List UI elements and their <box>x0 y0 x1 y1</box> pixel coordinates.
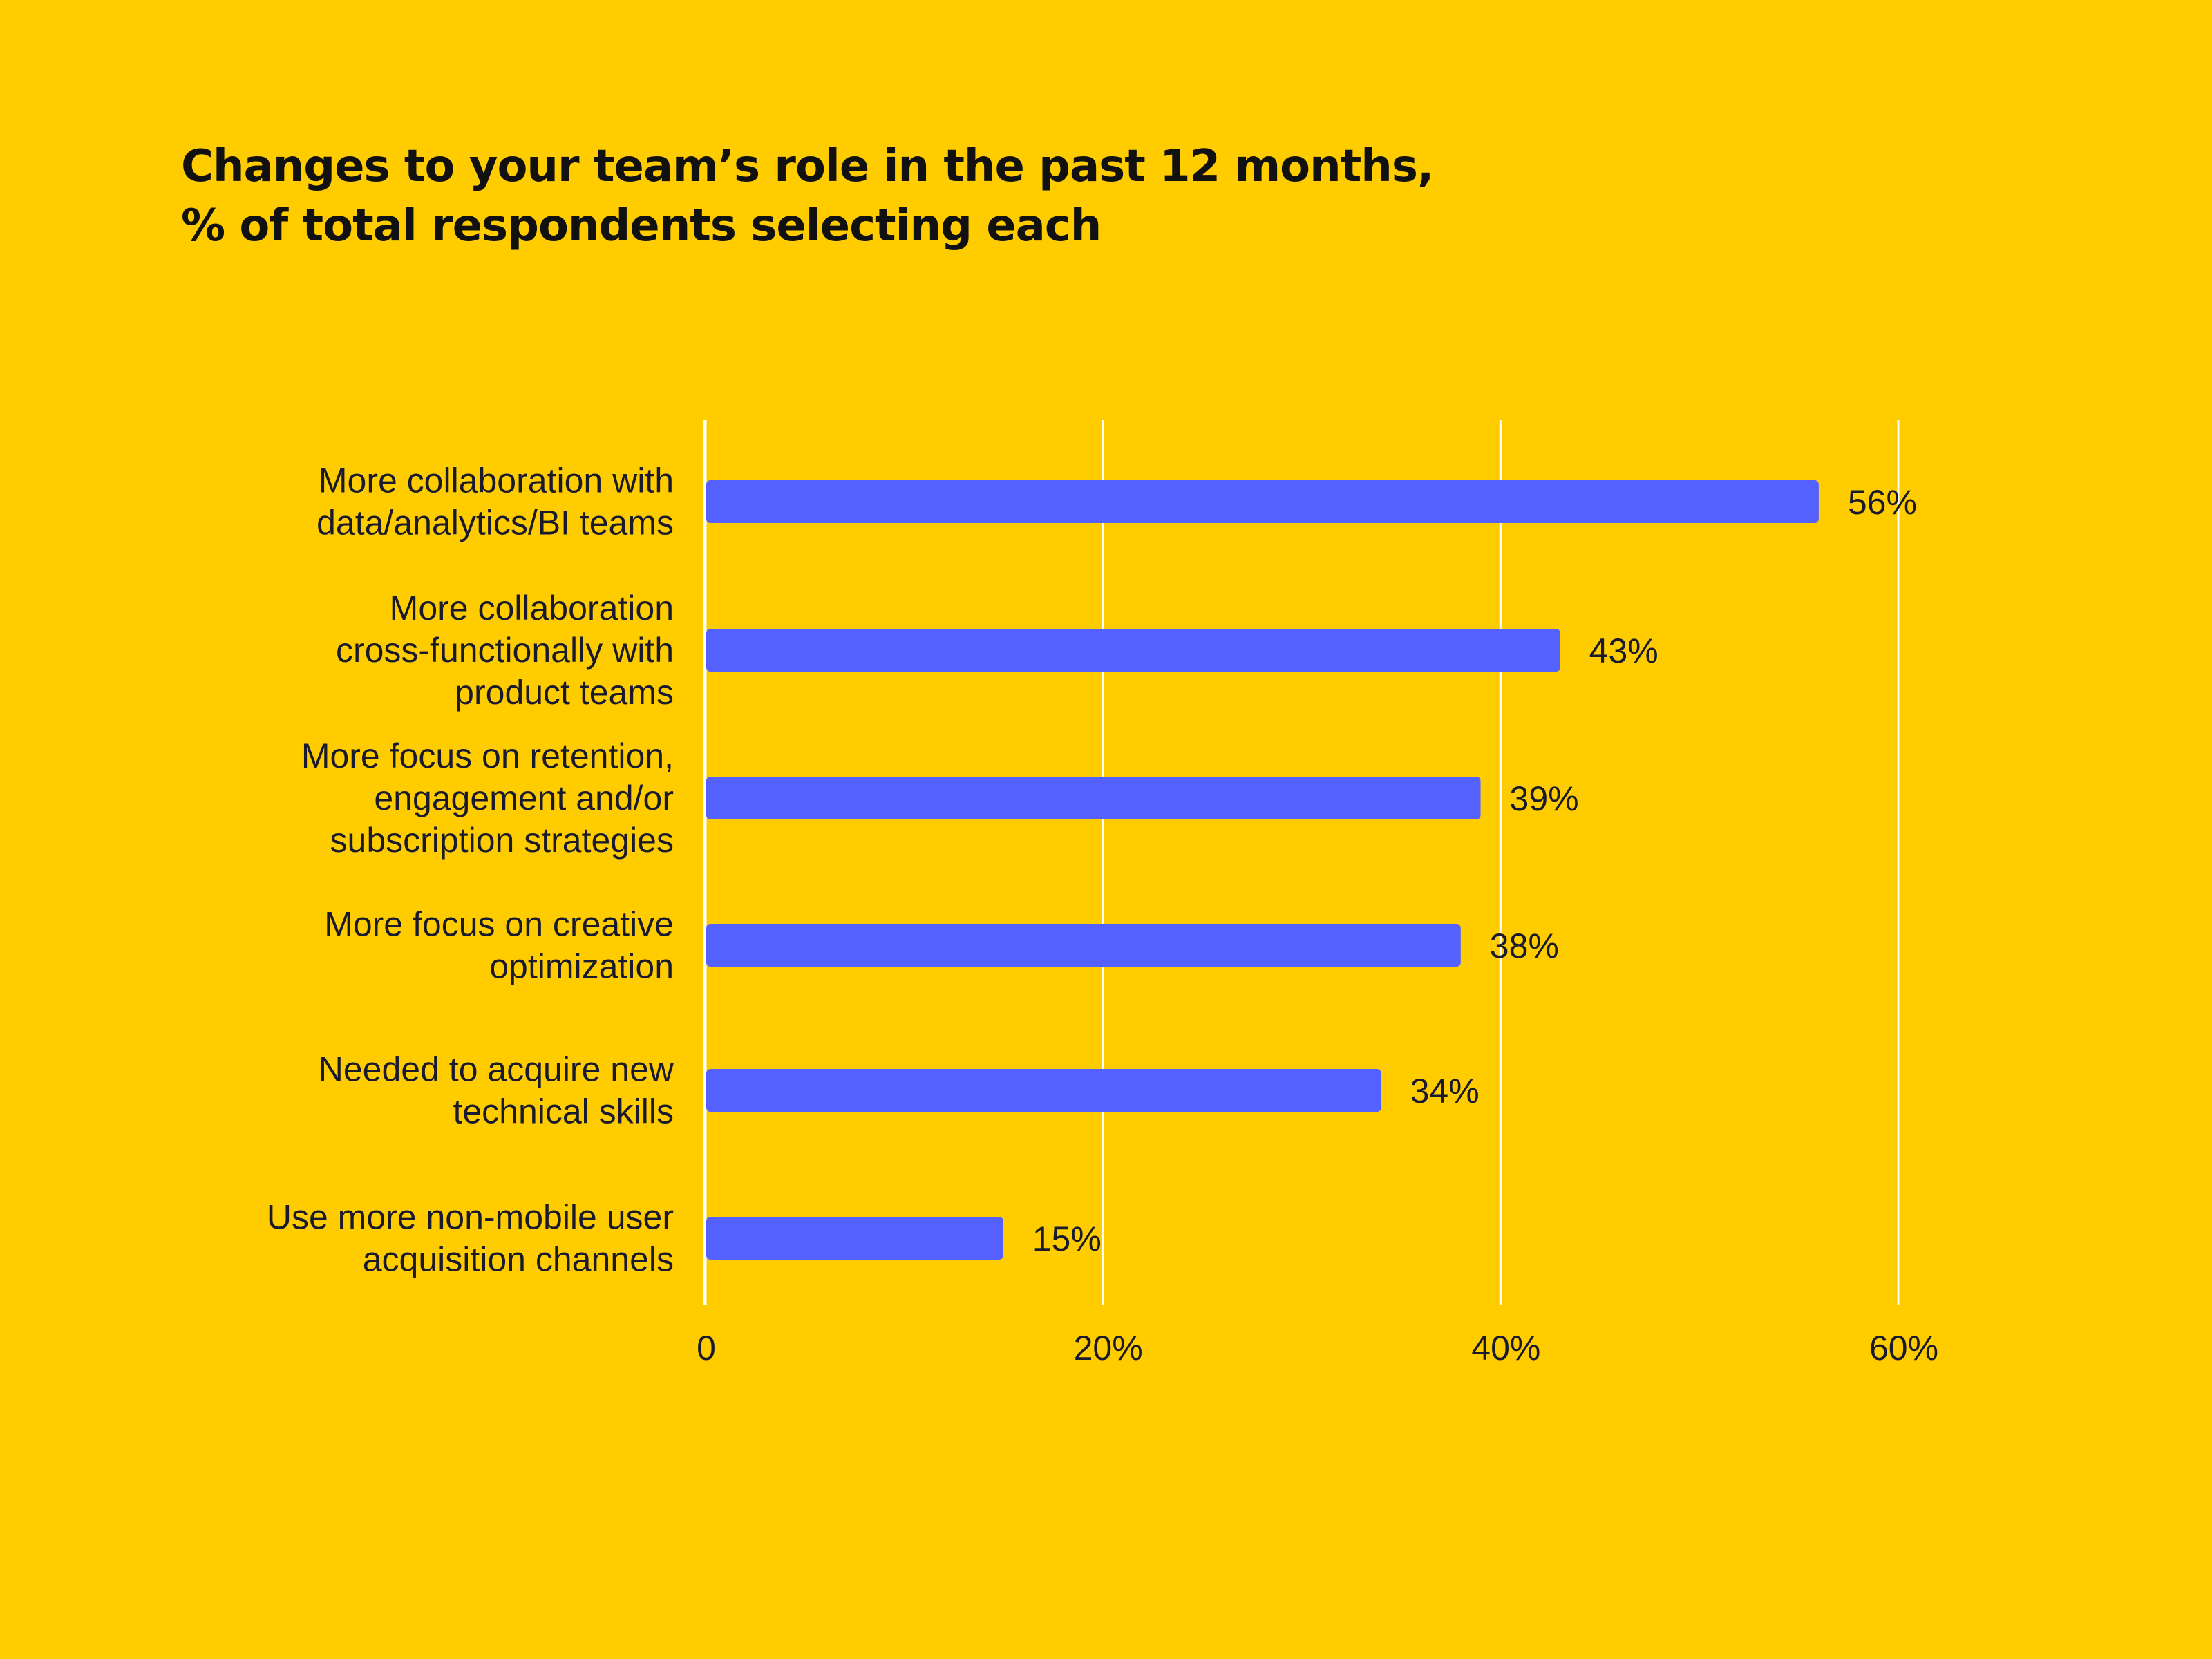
chart-title-line-1: Changes to your team’s role in the past … <box>181 141 1434 192</box>
category-label-4-line-0: Needed to acquire new <box>319 1050 674 1089</box>
x-tick-label-0: 0 <box>697 1329 716 1367</box>
category-label-4-line-1: technical skills <box>453 1092 674 1131</box>
value-label-0: 56% <box>1848 483 1917 522</box>
category-label-1-line-1: cross-functionally with <box>336 631 674 670</box>
value-label-5: 15% <box>1032 1220 1102 1258</box>
category-label-1: More collaboration cross-functionally wit… <box>336 589 674 712</box>
category-label-0-line-1: data/analytics/BI teams <box>316 504 674 542</box>
category-label-3-line-1: optimization <box>489 947 674 986</box>
category-label-5: Use more non-mobile user acquisition chan… <box>267 1198 674 1279</box>
category-label-1-line-0: More collaboration <box>390 589 674 627</box>
category-label-3: More focus on creative optimization <box>324 905 674 986</box>
category-label-0-line-0: More collaboration with <box>319 462 674 500</box>
bar-1 <box>706 629 1560 672</box>
value-label-1: 43% <box>1589 632 1658 670</box>
value-label-2: 39% <box>1510 779 1579 818</box>
category-label-4: Needed to acquire new technical skills <box>319 1050 674 1131</box>
category-label-2: More focus on retention, engagement and/o… <box>301 737 674 860</box>
category-label-5-line-0: Use more non-mobile user <box>267 1198 674 1237</box>
bar-3 <box>706 924 1461 967</box>
x-tick-label-3: 60% <box>1869 1329 1938 1367</box>
value-label-3: 38% <box>1490 927 1559 965</box>
bar-2 <box>706 777 1481 819</box>
bar-5 <box>706 1217 1003 1260</box>
bar-4 <box>706 1069 1381 1112</box>
value-label-4: 34% <box>1410 1072 1480 1110</box>
category-label-0: More collaboration with data/analytics/BI… <box>316 462 674 542</box>
chart-title-line-2: % of total respondents selecting each <box>181 200 1102 252</box>
category-label-5-line-1: acquisition channels <box>363 1240 674 1279</box>
x-tick-label-1: 20% <box>1074 1329 1143 1367</box>
category-label-1-line-2: product teams <box>455 673 674 712</box>
category-label-2-line-2: subscription strategies <box>330 821 674 860</box>
x-tick-label-2: 40% <box>1471 1329 1540 1367</box>
category-label-2-line-1: engagement and/or <box>374 779 674 817</box>
bar-0 <box>706 480 1819 523</box>
category-label-3-line-0: More focus on creative <box>324 905 674 944</box>
category-label-2-line-0: More focus on retention, <box>301 737 674 775</box>
chart-title: Changes to your team’s role in the past … <box>181 137 1434 256</box>
